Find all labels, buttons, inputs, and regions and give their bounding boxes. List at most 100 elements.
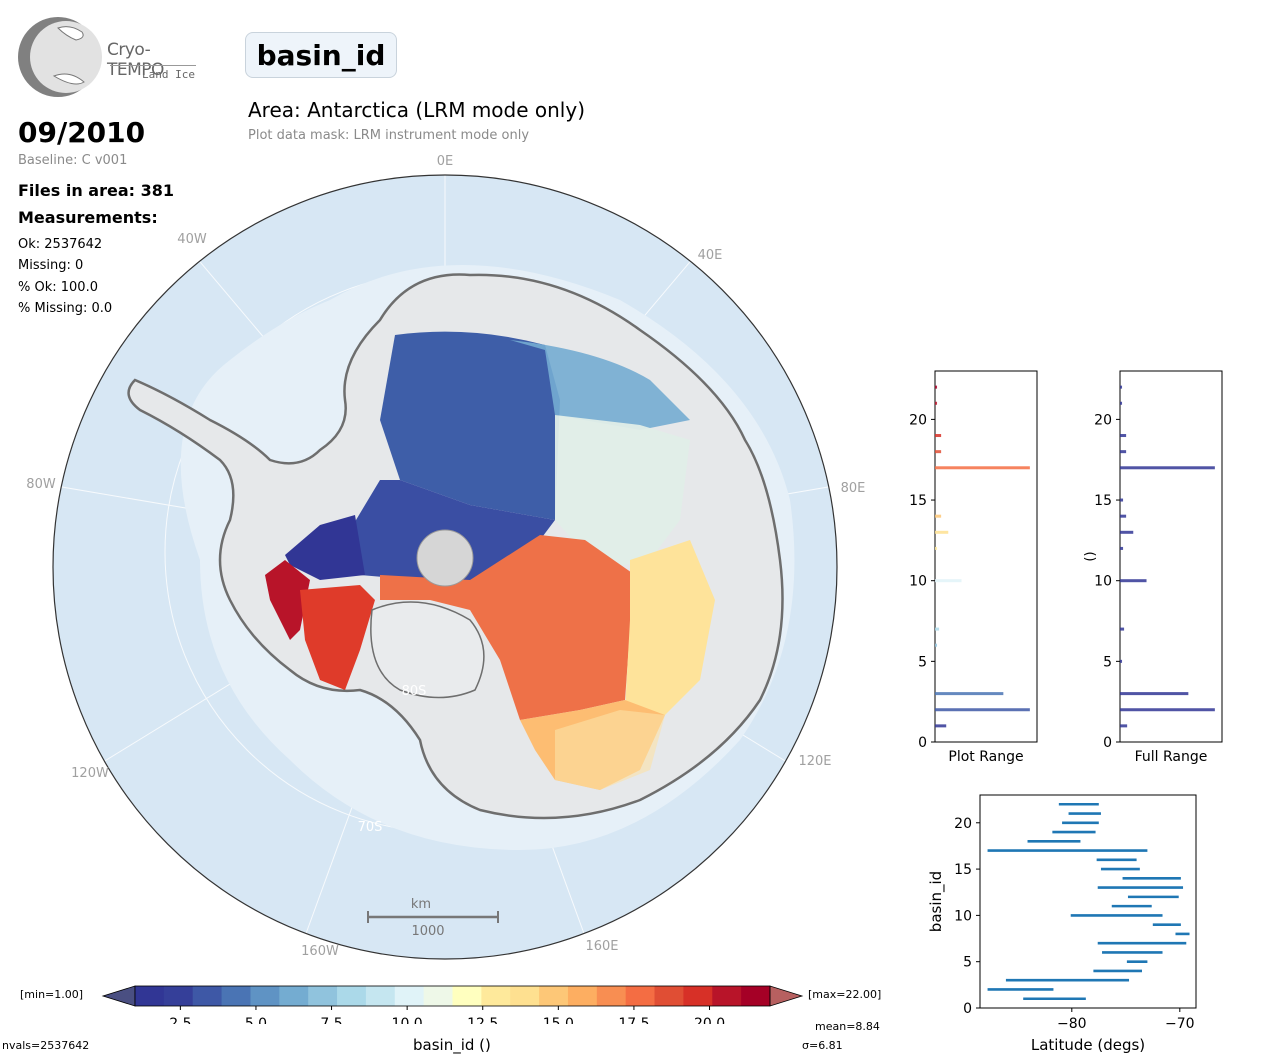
hist-ytick-label: 20 [909,412,927,428]
measurements-heading: Measurements: [18,208,158,227]
colorbar-tick-label: 7.5 [320,1016,342,1024]
polar-map: 0E 40E 80E 120E 160E 160W 120W 80W 40W 8… [26,154,866,960]
colorbar-swatch [567,986,598,1006]
svg-text:1000: 1000 [411,924,444,939]
colorbar-swatch [510,986,540,1006]
hist-bar [935,466,1030,470]
colorbar-swatch [192,986,223,1006]
colorbar-swatch [163,986,194,1006]
logo: Cryo-TEMPO Land Ice [18,16,203,98]
meridian-label-80w: 80W [26,477,56,492]
colorbar-swatch [654,986,684,1006]
lat-ytick-label: 0 [963,1001,972,1017]
lat-ytick-label: 20 [954,816,972,832]
lat-ytick-label: 5 [963,955,972,971]
hist-bar [935,692,1004,696]
hist-bar [1120,692,1189,696]
hist-bar [1120,401,1123,405]
colorbar-tick-label: 20.0 [694,1016,725,1024]
colorbar-swatch [539,986,569,1006]
hist-ytick-label: 20 [1094,412,1112,428]
colorbar-tick-label: 15.0 [543,1016,574,1024]
histogram-full-range: 0 5 10 15 20 Full Range () [1083,370,1223,765]
hist-xlabel: Plot Range [948,749,1023,765]
colorbar-swatch [221,986,251,1006]
hist-bar [935,450,942,454]
meridian-label-80e: 80E [841,481,866,496]
meridian-label-160e: 160E [585,939,618,954]
meridian-label-40w: 40W [177,232,207,247]
colorbar-swatch [683,986,713,1006]
colorbar-min-label: [min=1.00] [20,988,84,1001]
colorbar-extend-max [769,985,804,1007]
colorbar-swatch [308,986,338,1006]
hist-ytick-label: 15 [1094,493,1112,509]
colorbar-label: basin_id () [413,1036,491,1054]
measurements-ok: Ok: 2537642 [18,237,103,252]
hist-bar [935,579,962,583]
hist-frame [934,370,1038,743]
hist-xlabel: Full Range [1135,749,1208,765]
hist-ytick-label: 0 [918,735,927,751]
parallel-label-70s: 70S [358,820,383,835]
hist-bar [1120,434,1127,438]
colorbar-swatch [394,986,425,1006]
colorbar-swatch [135,986,165,1006]
hist-ytick-label: 0 [1103,735,1112,751]
hist-bar [935,385,938,389]
hist-bar [935,514,942,518]
lat-ylabel: basin_id [927,871,946,932]
histogram-plot-range: 0 5 10 15 20 Plot Range [909,370,1038,765]
logo-globe-icon [18,17,102,97]
hist-ylabel: () [1083,551,1098,561]
colorbar-swatch [250,986,280,1006]
hist-bar [1120,498,1124,502]
colorbar-tick-label: 12.5 [467,1016,498,1024]
scale-bar: km 1000 [367,897,499,939]
measurements-pct-missing: % Missing: 0.0 [18,301,113,316]
hist-bar [1120,659,1123,663]
hist-ytick-label: 5 [1103,654,1112,670]
files-label: Files in area: 381 [18,181,174,200]
lat-ytick-label: 10 [954,908,972,924]
date-label: 09/2010 [18,116,146,149]
hist-frame [1119,370,1223,743]
colorbar-nvals: nvals=2537642 [2,1039,90,1052]
measurements-missing: Missing: 0 [18,258,84,273]
measurements-pct-ok: % Ok: 100.0 [18,280,98,295]
colorbar-swatch [365,986,396,1006]
hist-bar [1120,450,1127,454]
colorbar-tick-label: 5.0 [245,1016,267,1024]
colorbar-swatch [741,986,771,1006]
lat-chart-frame [979,794,1197,1009]
hist-ytick-label: 10 [909,574,927,590]
colorbar: 2.5 5.0 7.5 10.0 12.5 15.0 17.5 20.0 [101,985,804,1024]
hist-bar [1120,579,1147,583]
area-title: Area: Antarctica (LRM mode only) [248,98,586,122]
colorbar-max-label: [max=22.00] [808,988,882,1001]
basin-data [265,331,715,790]
lat-xlabel: Latitude (degs) [1031,1036,1145,1054]
meridian-label-0e: 0E [437,154,454,169]
colorbar-swatch [712,986,742,1006]
hist-ytick-label: 10 [1094,574,1112,590]
hist-ytick-label: 15 [909,493,927,509]
colorbar-frame [134,985,771,1007]
colorbar-tick-label: 10.0 [392,1016,423,1024]
lat-xtick-label: −80 [1057,1016,1087,1032]
colorbar-swatch [337,986,367,1006]
hist-bar [935,724,947,728]
lat-xtick-label: −70 [1165,1016,1195,1032]
hist-bar [1120,466,1215,470]
hist-bar [935,401,938,405]
colorbar-swatch [625,986,656,1006]
colorbar-swatch [481,986,511,1006]
hist-bar [1120,385,1123,389]
svg-text:km: km [411,897,431,912]
meridian-label-160w: 160W [301,944,339,959]
colorbar-tick-label: 2.5 [169,1016,191,1024]
hist-bar [1120,627,1125,631]
colorbar-swatch [596,986,627,1006]
meridian-label-120e: 120E [798,754,831,769]
mask-note: Plot data mask: LRM instrument mode only [248,128,530,143]
